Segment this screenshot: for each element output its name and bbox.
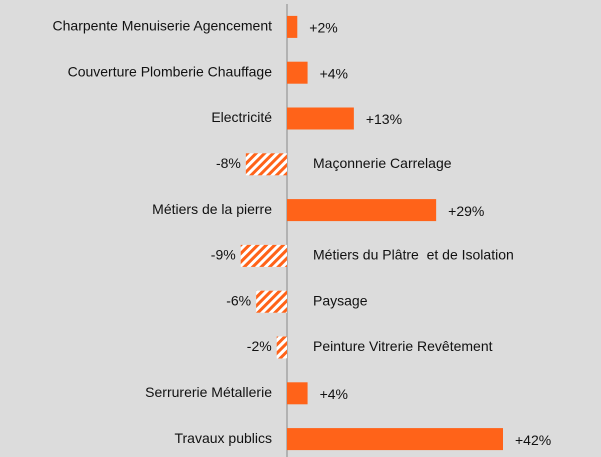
category-label: Paysage: [313, 292, 368, 308]
bar: [276, 336, 287, 359]
value-label: -9%: [211, 247, 236, 263]
category-label: Charpente Menuiserie Agencement: [53, 18, 273, 34]
value-label: +29%: [448, 203, 484, 219]
category-label: Métiers de la pierre: [152, 201, 272, 217]
bar: [287, 15, 298, 38]
value-label: -8%: [216, 155, 241, 171]
value-label: +42%: [515, 432, 551, 448]
bar: [287, 428, 503, 451]
value-label: +2%: [309, 20, 337, 36]
bar: [287, 382, 308, 405]
bar: [256, 290, 287, 313]
bar: [287, 107, 354, 130]
category-label: Electricité: [211, 109, 272, 125]
bar: [287, 61, 308, 84]
category-label: Travaux publics: [174, 430, 272, 446]
category-label: Serrurerie Métallerie: [145, 384, 272, 400]
bar: [287, 199, 437, 222]
bar: [245, 153, 287, 176]
value-label: +13%: [366, 111, 402, 127]
category-label: Maçonnerie Carrelage: [313, 155, 452, 171]
category-label: Couverture Plomberie Chauffage: [68, 63, 273, 79]
value-label: -6%: [226, 292, 251, 308]
value-label: +4%: [320, 65, 348, 81]
value-label: +4%: [320, 386, 348, 402]
value-label: -2%: [247, 338, 272, 354]
category-label: Métiers du Plâtre et de Isolation: [313, 247, 514, 263]
category-label: Peinture Vitrerie Revêtement: [313, 338, 493, 354]
bar: [240, 244, 287, 267]
